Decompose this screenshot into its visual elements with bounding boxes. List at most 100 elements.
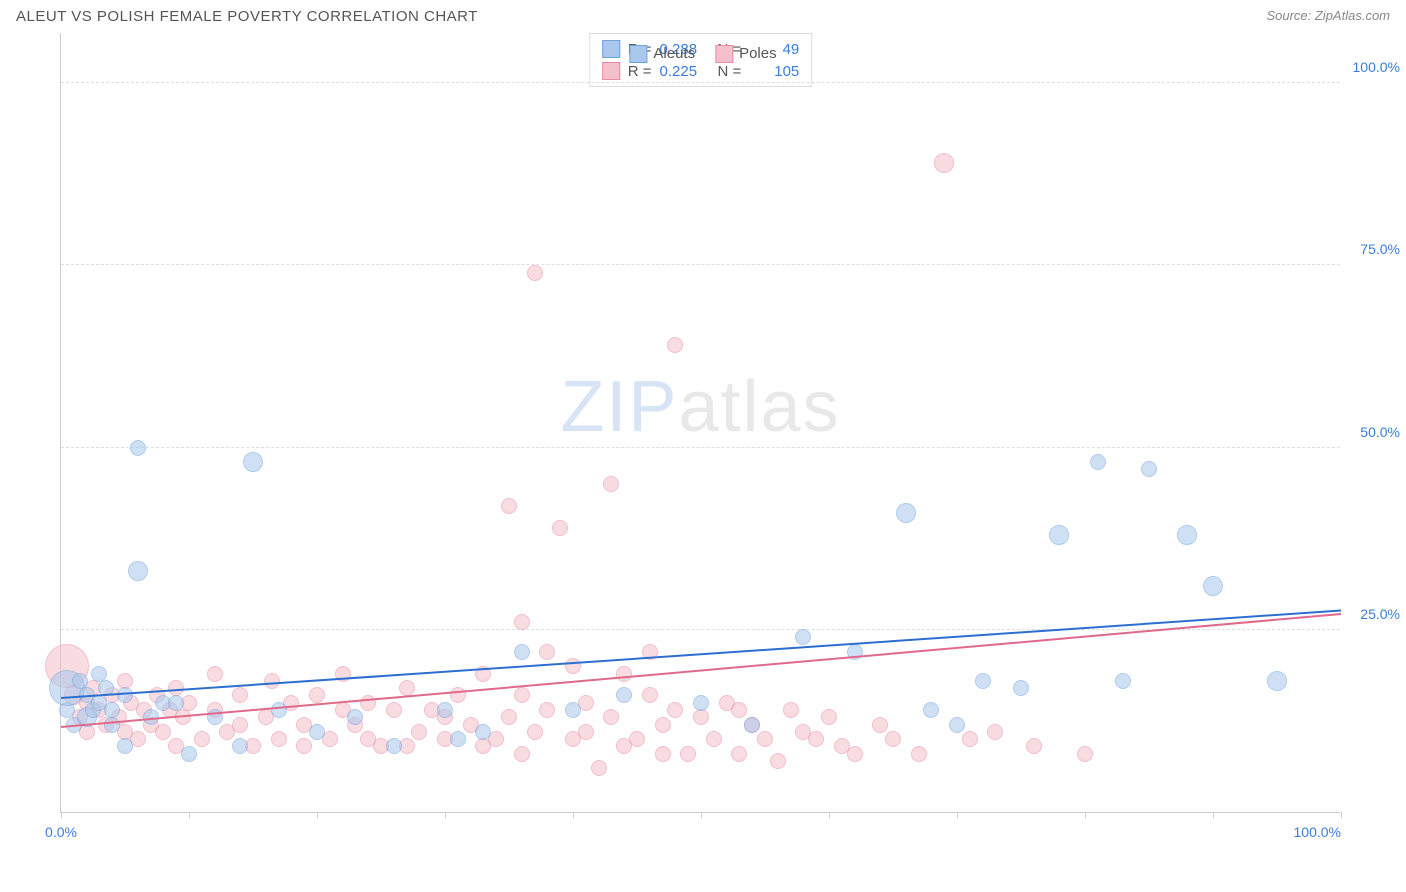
data-point xyxy=(207,666,223,682)
data-point xyxy=(693,695,709,711)
data-point xyxy=(360,695,376,711)
data-point xyxy=(934,153,954,173)
data-point xyxy=(130,440,146,456)
data-point xyxy=(1049,525,1069,545)
data-point xyxy=(552,520,568,536)
data-point xyxy=(885,731,901,747)
bottom-legend-item: Poles xyxy=(715,45,777,63)
y-tick-label: 50.0% xyxy=(1360,424,1400,440)
data-point xyxy=(309,687,325,703)
y-tick-label: 75.0% xyxy=(1360,241,1400,257)
data-point xyxy=(616,687,632,703)
data-point xyxy=(475,724,491,740)
data-point xyxy=(399,680,415,696)
data-point xyxy=(1267,671,1287,691)
data-point xyxy=(309,724,325,740)
data-point xyxy=(731,746,747,762)
data-point xyxy=(565,702,581,718)
data-point xyxy=(168,695,184,711)
data-point xyxy=(655,717,671,733)
data-point xyxy=(117,687,133,703)
x-tick xyxy=(1213,812,1214,818)
data-point xyxy=(655,746,671,762)
data-point xyxy=(680,746,696,762)
data-point xyxy=(360,731,376,747)
y-tick-label: 100.0% xyxy=(1353,59,1400,75)
data-point xyxy=(591,760,607,776)
gridline xyxy=(61,447,1340,448)
data-point xyxy=(706,731,722,747)
data-point xyxy=(1013,680,1029,696)
x-tick xyxy=(701,812,702,818)
data-point xyxy=(527,265,543,281)
data-point xyxy=(757,731,773,747)
data-point xyxy=(949,717,965,733)
data-point xyxy=(411,724,427,740)
data-point xyxy=(271,702,287,718)
data-point xyxy=(194,731,210,747)
data-point xyxy=(450,731,466,747)
data-point xyxy=(770,753,786,769)
data-point xyxy=(296,738,312,754)
data-point xyxy=(264,673,280,689)
bottom-legend-item: Aleuts xyxy=(629,45,695,63)
data-point xyxy=(1090,454,1106,470)
data-point xyxy=(104,702,120,718)
data-point xyxy=(975,673,991,689)
data-point xyxy=(514,644,530,660)
legend-swatch xyxy=(602,40,620,58)
x-tick xyxy=(317,812,318,818)
trend-line xyxy=(61,610,1341,699)
data-point xyxy=(232,738,248,754)
legend-label: Poles xyxy=(739,45,777,62)
legend-swatch xyxy=(715,45,733,63)
data-point xyxy=(642,687,658,703)
x-tick xyxy=(445,812,446,818)
data-point xyxy=(616,738,632,754)
stats-r-label: R = xyxy=(628,63,652,80)
stats-r-value: 0.225 xyxy=(660,63,710,80)
legend-swatch xyxy=(602,62,620,80)
data-point xyxy=(1177,525,1197,545)
data-point xyxy=(1077,746,1093,762)
data-point xyxy=(783,702,799,718)
x-tick xyxy=(61,812,62,818)
data-point xyxy=(232,717,248,733)
data-point xyxy=(527,724,543,740)
data-point xyxy=(155,724,171,740)
data-point xyxy=(795,629,811,645)
data-point xyxy=(731,702,747,718)
watermark: ZIPatlas xyxy=(560,366,840,448)
stats-legend-row: R =0.225N =105 xyxy=(602,60,800,82)
stats-n-value: 105 xyxy=(749,63,799,80)
data-point xyxy=(437,702,453,718)
data-point xyxy=(911,746,927,762)
data-point xyxy=(1115,673,1131,689)
legend-swatch xyxy=(629,45,647,63)
data-point xyxy=(795,724,811,740)
data-point xyxy=(514,614,530,630)
source-attribution: Source: ZipAtlas.com xyxy=(1266,8,1390,25)
data-point xyxy=(578,724,594,740)
data-point xyxy=(872,717,888,733)
data-point xyxy=(386,702,402,718)
x-tick-label: 0.0% xyxy=(45,824,77,840)
data-point xyxy=(962,731,978,747)
data-point xyxy=(603,476,619,492)
gridline xyxy=(61,82,1340,83)
data-point xyxy=(104,717,120,733)
data-point xyxy=(181,746,197,762)
data-point xyxy=(667,337,683,353)
x-tick xyxy=(1341,812,1342,818)
data-point xyxy=(987,724,1003,740)
data-point xyxy=(475,738,491,754)
data-point xyxy=(271,731,287,747)
data-point xyxy=(501,498,517,514)
data-point xyxy=(744,717,760,733)
x-tick xyxy=(573,812,574,818)
data-point xyxy=(667,702,683,718)
bottom-legend: Aleuts Poles xyxy=(629,45,776,63)
data-point xyxy=(232,687,248,703)
data-point xyxy=(834,738,850,754)
data-point xyxy=(539,702,555,718)
